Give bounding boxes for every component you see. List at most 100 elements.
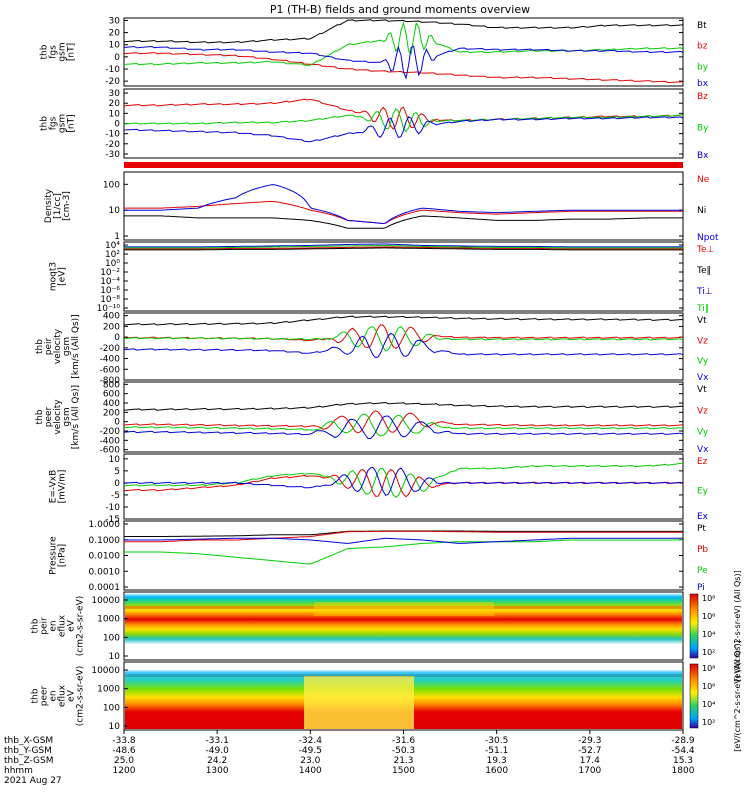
series-Pe-line [124, 539, 683, 565]
series-bx-line [123, 45, 684, 80]
xaxis-tick-label: 1700 [578, 766, 601, 776]
legend-Te: Te⊥ [696, 245, 715, 255]
legend-Vt: Vt [697, 316, 707, 326]
ytick-label: 10 [109, 652, 121, 662]
panel-frame [123, 381, 684, 453]
ytick-label: -400 [100, 355, 121, 365]
panel-ylabel: thbpeervelocitygsm[km/s (All Qs)] [35, 385, 81, 449]
legend-Ne: Ne [697, 175, 710, 185]
ylabel-line: [eV] [58, 267, 68, 286]
series-by-line [123, 21, 684, 66]
legend-Pt: Pt [697, 524, 706, 534]
ytick-label: 0.1000 [89, 536, 121, 546]
ytick-label: 10⁻⁶ [100, 286, 120, 296]
ylabel-line: eflux [58, 684, 68, 707]
panel-ylabel: Density[1/cc][cm-3] [44, 188, 72, 223]
series-Ey-line [123, 462, 684, 498]
legend-Ni: Ni [697, 206, 706, 216]
ytick-label: 1 [114, 232, 120, 242]
ylabel-line: fgs [49, 45, 59, 59]
colorbar-bar [689, 593, 699, 659]
legend-Ti: Ti⊥ [696, 287, 713, 297]
ytick-label: -10 [105, 65, 120, 75]
ytick-label: 1000 [97, 615, 120, 625]
ylabel-line: [cm-3] [62, 191, 72, 221]
xaxis-tick-label: -33.8 [112, 736, 136, 746]
ytick-label: 20 [109, 99, 121, 109]
xaxis-tick-label: -30.5 [485, 736, 508, 746]
panel-frame [123, 312, 684, 381]
ylabel-line: gsm [62, 407, 72, 426]
colorbar-bar [689, 663, 699, 729]
ylabel-line: fgs [49, 116, 59, 130]
ylabel-line: [nT] [67, 114, 77, 132]
panel-frame [123, 88, 684, 159]
xaxis-row-label: thb_X-GSM [4, 736, 53, 746]
xaxis-row-label: thb_Z-GSM [4, 756, 53, 766]
ytick-label: -800 [100, 376, 121, 386]
quality-bar [124, 162, 683, 168]
ytick-label: 200 [103, 408, 120, 418]
ytick-label: 600 [103, 390, 120, 400]
series-Vx-line [123, 332, 684, 359]
xaxis-tick-label: -52.7 [578, 746, 601, 756]
ylabel-line: [km/s (All Qs)] [71, 314, 81, 378]
ylabel-line: E=-VxB [49, 470, 59, 504]
legend-Pi: Pi [697, 583, 705, 593]
colorbar-tick: 10² [702, 648, 715, 657]
ytick-label: 1.0000 [89, 520, 121, 530]
xaxis-tick-label: 1400 [299, 766, 322, 776]
ytick-label: 0 [114, 120, 120, 130]
legend-Ti: Ti‖ [696, 304, 709, 314]
ylabel-line: [mV/m] [58, 470, 68, 504]
ytick-label: 100 [103, 703, 120, 713]
xaxis-tick-label: -31.6 [392, 736, 416, 746]
ytick-label: 10000 [91, 596, 120, 606]
ylabel-line: gsm [58, 114, 68, 133]
series-Te-line [124, 247, 683, 251]
xaxis-tick-label: -54.4 [671, 746, 695, 756]
xaxis-tick-label: -33.1 [206, 736, 229, 746]
series-Te-line [124, 246, 683, 250]
panel-10: thbpeerenefluxeV(cm2-s-sr-eV) 10000 1000 10… [31, 640, 743, 751]
ytick-label: -10 [105, 503, 120, 513]
panel-9: thbpeirenefluxeV(cm2-s-sr-eV) 10000 1000 10… [31, 570, 743, 681]
xaxis-tick-label: -29.3 [578, 736, 601, 746]
ylabel-line: thb [35, 409, 45, 424]
legend-bz: bz [697, 42, 708, 52]
ylabel-line: moqt3 [49, 262, 59, 291]
spectrogram-feature [314, 602, 494, 616]
ylabel-line: Density [44, 188, 54, 223]
ylabel-line: peir [40, 617, 50, 635]
ytick-label: 5 [114, 467, 120, 477]
ylabel-line: velocity [53, 328, 63, 364]
ylabel-line: peer [40, 685, 50, 706]
ytick-label: 10⁰ [105, 259, 120, 269]
spectrogram [125, 593, 682, 659]
ytick-label: 0.0010 [89, 567, 121, 577]
ytick-label: 10 [109, 109, 121, 119]
ytick-label: 100 [103, 180, 120, 190]
xaxis-tick-label: 1800 [672, 766, 695, 776]
ytick-label: 0.0100 [89, 552, 121, 562]
panel-ylabel: thbfgsgsm[nT] [40, 114, 77, 133]
colorbar-label: [eV/(cm^2-s-sr-eV) (All Qs)] [733, 570, 742, 681]
legend-Ex: Ex [697, 512, 709, 522]
series-Vx-line [123, 415, 684, 439]
ylabel-line: en [49, 690, 59, 701]
colorbar-tick: 10⁴ [702, 700, 715, 709]
ytick-label: 30 [109, 16, 121, 26]
ylabel-line: (cm2-s-sr-eV) [76, 666, 86, 726]
panel-ylabel: E=-VxB[mV/m] [49, 470, 68, 504]
panel-7: E=-VxB[mV/m] 10 5 0 -5 -10 -15 Ez Ey Ex [49, 453, 709, 525]
ylabel-line: eV [67, 619, 77, 632]
legend-by: by [697, 62, 709, 72]
ytick-label: -15 [105, 515, 120, 525]
ytick-label: 10 [109, 206, 121, 216]
ylabel-line: thb [31, 618, 41, 633]
series-Ne-line [124, 200, 683, 225]
legend-Pb: Pb [697, 545, 708, 555]
ytick-label: 0 [114, 333, 120, 343]
legend-Vz: Vz [697, 406, 708, 416]
